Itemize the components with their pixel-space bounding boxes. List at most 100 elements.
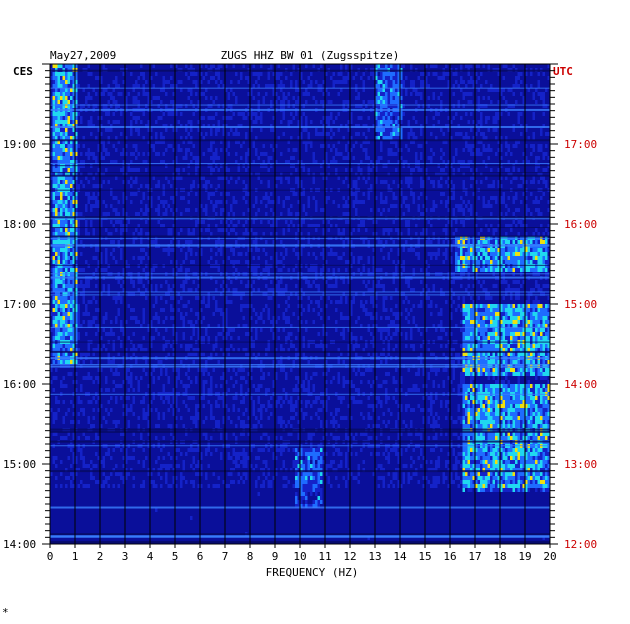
spectrum-cell — [487, 120, 490, 124]
spectrum-cell — [517, 196, 520, 200]
spectrum-cell — [402, 152, 405, 156]
spectrum-cell — [67, 148, 70, 152]
spectrum-cell — [415, 176, 418, 180]
spectrum-cell — [57, 80, 60, 84]
spectrum-cell — [375, 148, 378, 152]
spectrum-cell — [242, 136, 245, 140]
spectrum-cell — [387, 156, 390, 160]
spectrum-cell — [92, 148, 95, 152]
spectrum-cell — [290, 148, 293, 152]
spectrum-cell — [407, 192, 410, 196]
spectrum-cell — [360, 148, 363, 152]
spectrum-cell — [155, 116, 158, 120]
spectrum-cell — [212, 196, 215, 200]
spectrum-cell — [510, 168, 513, 172]
spectrum-cell — [187, 92, 190, 96]
spectrum-cell — [542, 160, 545, 164]
spectrum-cell — [165, 96, 168, 100]
spectrum-cell — [457, 76, 460, 80]
spectrum-cell — [432, 128, 435, 132]
spectrum-cell — [475, 140, 478, 144]
spectrum-cell — [362, 136, 365, 140]
spectrum-cell — [487, 160, 490, 164]
spectrum-cell — [502, 84, 505, 88]
spectrum-cell — [500, 128, 503, 132]
spectrum-cell — [400, 116, 403, 120]
spectrum-cell — [417, 172, 420, 176]
spectrum-cell — [222, 76, 225, 80]
spectrum-cell — [285, 144, 288, 148]
spectrum-cell — [482, 92, 485, 96]
spectrum-cell — [212, 88, 215, 92]
spectrum-cell — [225, 184, 228, 188]
spectrum-cell — [282, 176, 285, 180]
spectrum-cell — [200, 152, 203, 156]
spectrum-cell — [507, 176, 510, 180]
spectrum-cell — [377, 80, 380, 84]
spectrum-cell — [512, 88, 515, 92]
spectrum-cell — [175, 140, 178, 144]
spectrum-cell — [202, 200, 205, 204]
spectrum-cell — [205, 140, 208, 144]
spectrum-cell — [445, 192, 448, 196]
spectrum-cell — [257, 152, 260, 156]
spectrum-cell — [392, 92, 395, 96]
spectrum-cell — [430, 120, 433, 124]
spectrum-cell — [402, 132, 405, 136]
spectrum-cell — [142, 168, 145, 172]
spectrum-cell — [330, 180, 333, 184]
spectrum-cell — [55, 100, 58, 104]
spectrum-cell — [342, 192, 345, 196]
spectrum-cell — [235, 92, 238, 96]
spectrum-cell — [377, 144, 380, 148]
spectrum-cell — [390, 112, 393, 116]
spectrum-cell — [542, 136, 545, 140]
spectrum-cell — [325, 136, 328, 140]
spectrum-cell — [357, 120, 360, 124]
spectrum-cell — [287, 80, 290, 84]
spectrum-cell — [255, 100, 258, 104]
spectrum-cell — [85, 104, 88, 108]
spectrum-cell — [222, 112, 225, 116]
spectrum-cell — [437, 136, 440, 140]
spectrum-cell — [275, 192, 278, 196]
spectrum-cell — [260, 196, 263, 200]
spectrum-cell — [352, 160, 355, 164]
spectrum-cell — [492, 140, 495, 144]
spectrum-cell — [102, 196, 105, 200]
spectrum-cell — [392, 116, 395, 120]
spectrum-cell — [480, 148, 483, 152]
spectrum-cell — [320, 76, 323, 80]
spectrum-cell — [252, 196, 255, 200]
spectrum-cell — [472, 196, 475, 200]
spectrum-cell — [160, 80, 163, 84]
spectrum-cell — [292, 112, 295, 116]
spectrum-cell — [155, 172, 158, 176]
spectrum-cell — [370, 112, 373, 116]
spectrum-cell — [125, 168, 128, 172]
spectrum-cell — [305, 84, 308, 88]
spectrum-cell — [70, 168, 73, 172]
spectrum-cell — [547, 196, 550, 200]
spectrum-cell — [530, 132, 533, 136]
spectrum-cell — [142, 176, 145, 180]
spectrum-cell — [392, 156, 395, 160]
spectrum-cell — [322, 148, 325, 152]
spectrum-cell — [260, 136, 263, 140]
spectrum-cell — [77, 132, 80, 136]
spectrum-cell — [245, 144, 248, 148]
spectrum-cell — [325, 112, 328, 116]
spectrum-cell — [202, 132, 205, 136]
spectrum-cell — [527, 128, 530, 132]
spectrum-cell — [302, 184, 305, 188]
spectrum-cell — [462, 196, 465, 200]
spectrum-cell — [300, 152, 303, 156]
spectrum-cell — [390, 88, 393, 92]
spectrum-cell — [412, 176, 415, 180]
spectrum-cell — [497, 132, 500, 136]
spectrum-cell — [487, 92, 490, 96]
spectrum-cell — [192, 116, 195, 120]
spectrum-cell — [60, 120, 63, 124]
spectrum-cell — [267, 144, 270, 148]
spectrum-cell — [392, 88, 395, 92]
